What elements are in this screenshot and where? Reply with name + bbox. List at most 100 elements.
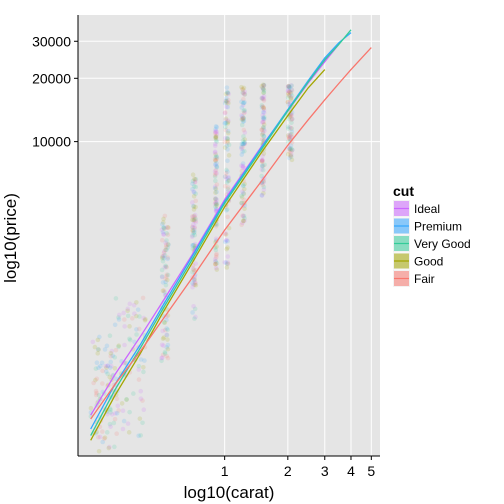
- data-point: [261, 86, 266, 92]
- data-point: [240, 183, 246, 189]
- data-point: [116, 315, 121, 320]
- data-point: [160, 221, 165, 227]
- data-point: [286, 116, 292, 122]
- data-point: [116, 344, 121, 350]
- data-point: [192, 179, 198, 185]
- x-tick-label: 3: [321, 463, 329, 479]
- data-point: [242, 218, 247, 224]
- data-point: [239, 195, 245, 200]
- data-point: [191, 217, 197, 223]
- data-point: [93, 388, 99, 394]
- data-point: [214, 182, 220, 187]
- data-point: [286, 90, 291, 96]
- data-point: [241, 91, 246, 96]
- data-point: [112, 322, 118, 328]
- data-point: [136, 377, 142, 382]
- y-tick-label: 10000: [32, 134, 71, 150]
- data-point: [260, 163, 265, 169]
- trend-curve-good: [90, 69, 326, 441]
- data-point: [100, 439, 106, 445]
- data-point: [223, 116, 229, 122]
- data-point: [165, 256, 170, 262]
- data-point: [191, 204, 197, 209]
- data-point: [212, 150, 218, 155]
- data-point: [213, 186, 219, 192]
- data-point: [261, 96, 267, 102]
- data-point: [240, 161, 246, 166]
- data-point: [193, 281, 198, 286]
- data-point: [165, 272, 171, 278]
- data-point: [192, 224, 197, 230]
- data-point: [260, 82, 266, 88]
- data-point: [193, 198, 199, 204]
- data-point: [141, 365, 146, 370]
- data-point: [193, 314, 198, 320]
- data-point: [242, 108, 247, 113]
- data-point: [241, 140, 247, 145]
- data-point: [94, 376, 100, 382]
- data-point: [192, 282, 197, 287]
- data-point: [163, 282, 169, 288]
- data-point: [109, 412, 115, 417]
- legend: cut Ideal Premium Very Good Good Fair: [393, 183, 471, 287]
- data-point: [160, 254, 166, 260]
- data-point: [286, 88, 291, 94]
- data-point: [165, 225, 171, 230]
- data-point: [213, 152, 218, 157]
- data-point: [242, 148, 247, 154]
- data-point: [192, 215, 198, 221]
- data-point: [289, 152, 294, 157]
- data-point: [222, 110, 228, 116]
- data-point: [289, 157, 295, 163]
- data-point: [112, 355, 118, 360]
- x-tick-label: 4: [347, 463, 355, 479]
- data-point: [136, 367, 142, 372]
- data-point: [289, 93, 295, 99]
- data-point: [261, 122, 267, 127]
- data-point: [91, 380, 96, 386]
- data-point: [99, 360, 105, 366]
- data-point: [163, 240, 168, 246]
- data-point: [240, 86, 245, 92]
- data-point: [261, 127, 266, 132]
- data-point: [140, 295, 146, 301]
- data-point: [214, 203, 220, 208]
- data-point: [191, 242, 196, 248]
- data-point: [213, 259, 219, 264]
- data-point: [213, 255, 219, 260]
- data-point: [287, 114, 293, 120]
- data-point: [165, 327, 170, 332]
- data-point: [241, 127, 247, 133]
- data-point: [224, 95, 229, 101]
- data-point: [288, 94, 294, 100]
- data-point: [114, 410, 120, 416]
- data-point: [285, 99, 291, 105]
- data-point: [259, 159, 265, 164]
- data-point: [225, 130, 231, 136]
- data-point: [240, 213, 246, 219]
- data-point: [286, 136, 292, 142]
- data-point: [112, 444, 117, 450]
- data-point: [289, 129, 295, 135]
- legend-title: cut: [393, 183, 414, 199]
- data-point: [242, 100, 247, 105]
- data-point: [223, 124, 228, 130]
- data-point: [224, 265, 230, 270]
- data-point: [164, 332, 169, 338]
- data-point: [289, 148, 294, 154]
- data-point: [226, 225, 232, 231]
- data-point: [241, 191, 246, 196]
- data-point: [214, 197, 220, 203]
- data-point: [242, 109, 248, 115]
- data-point: [108, 359, 114, 365]
- data-point: [239, 152, 245, 157]
- data-point: [240, 141, 246, 147]
- data-point: [164, 273, 169, 279]
- data-point: [260, 104, 266, 110]
- legend-label: Good: [414, 255, 443, 269]
- data-point: [288, 143, 294, 148]
- data-point: [225, 137, 231, 142]
- data-point: [104, 343, 110, 349]
- data-point: [223, 117, 229, 123]
- data-point: [287, 155, 292, 161]
